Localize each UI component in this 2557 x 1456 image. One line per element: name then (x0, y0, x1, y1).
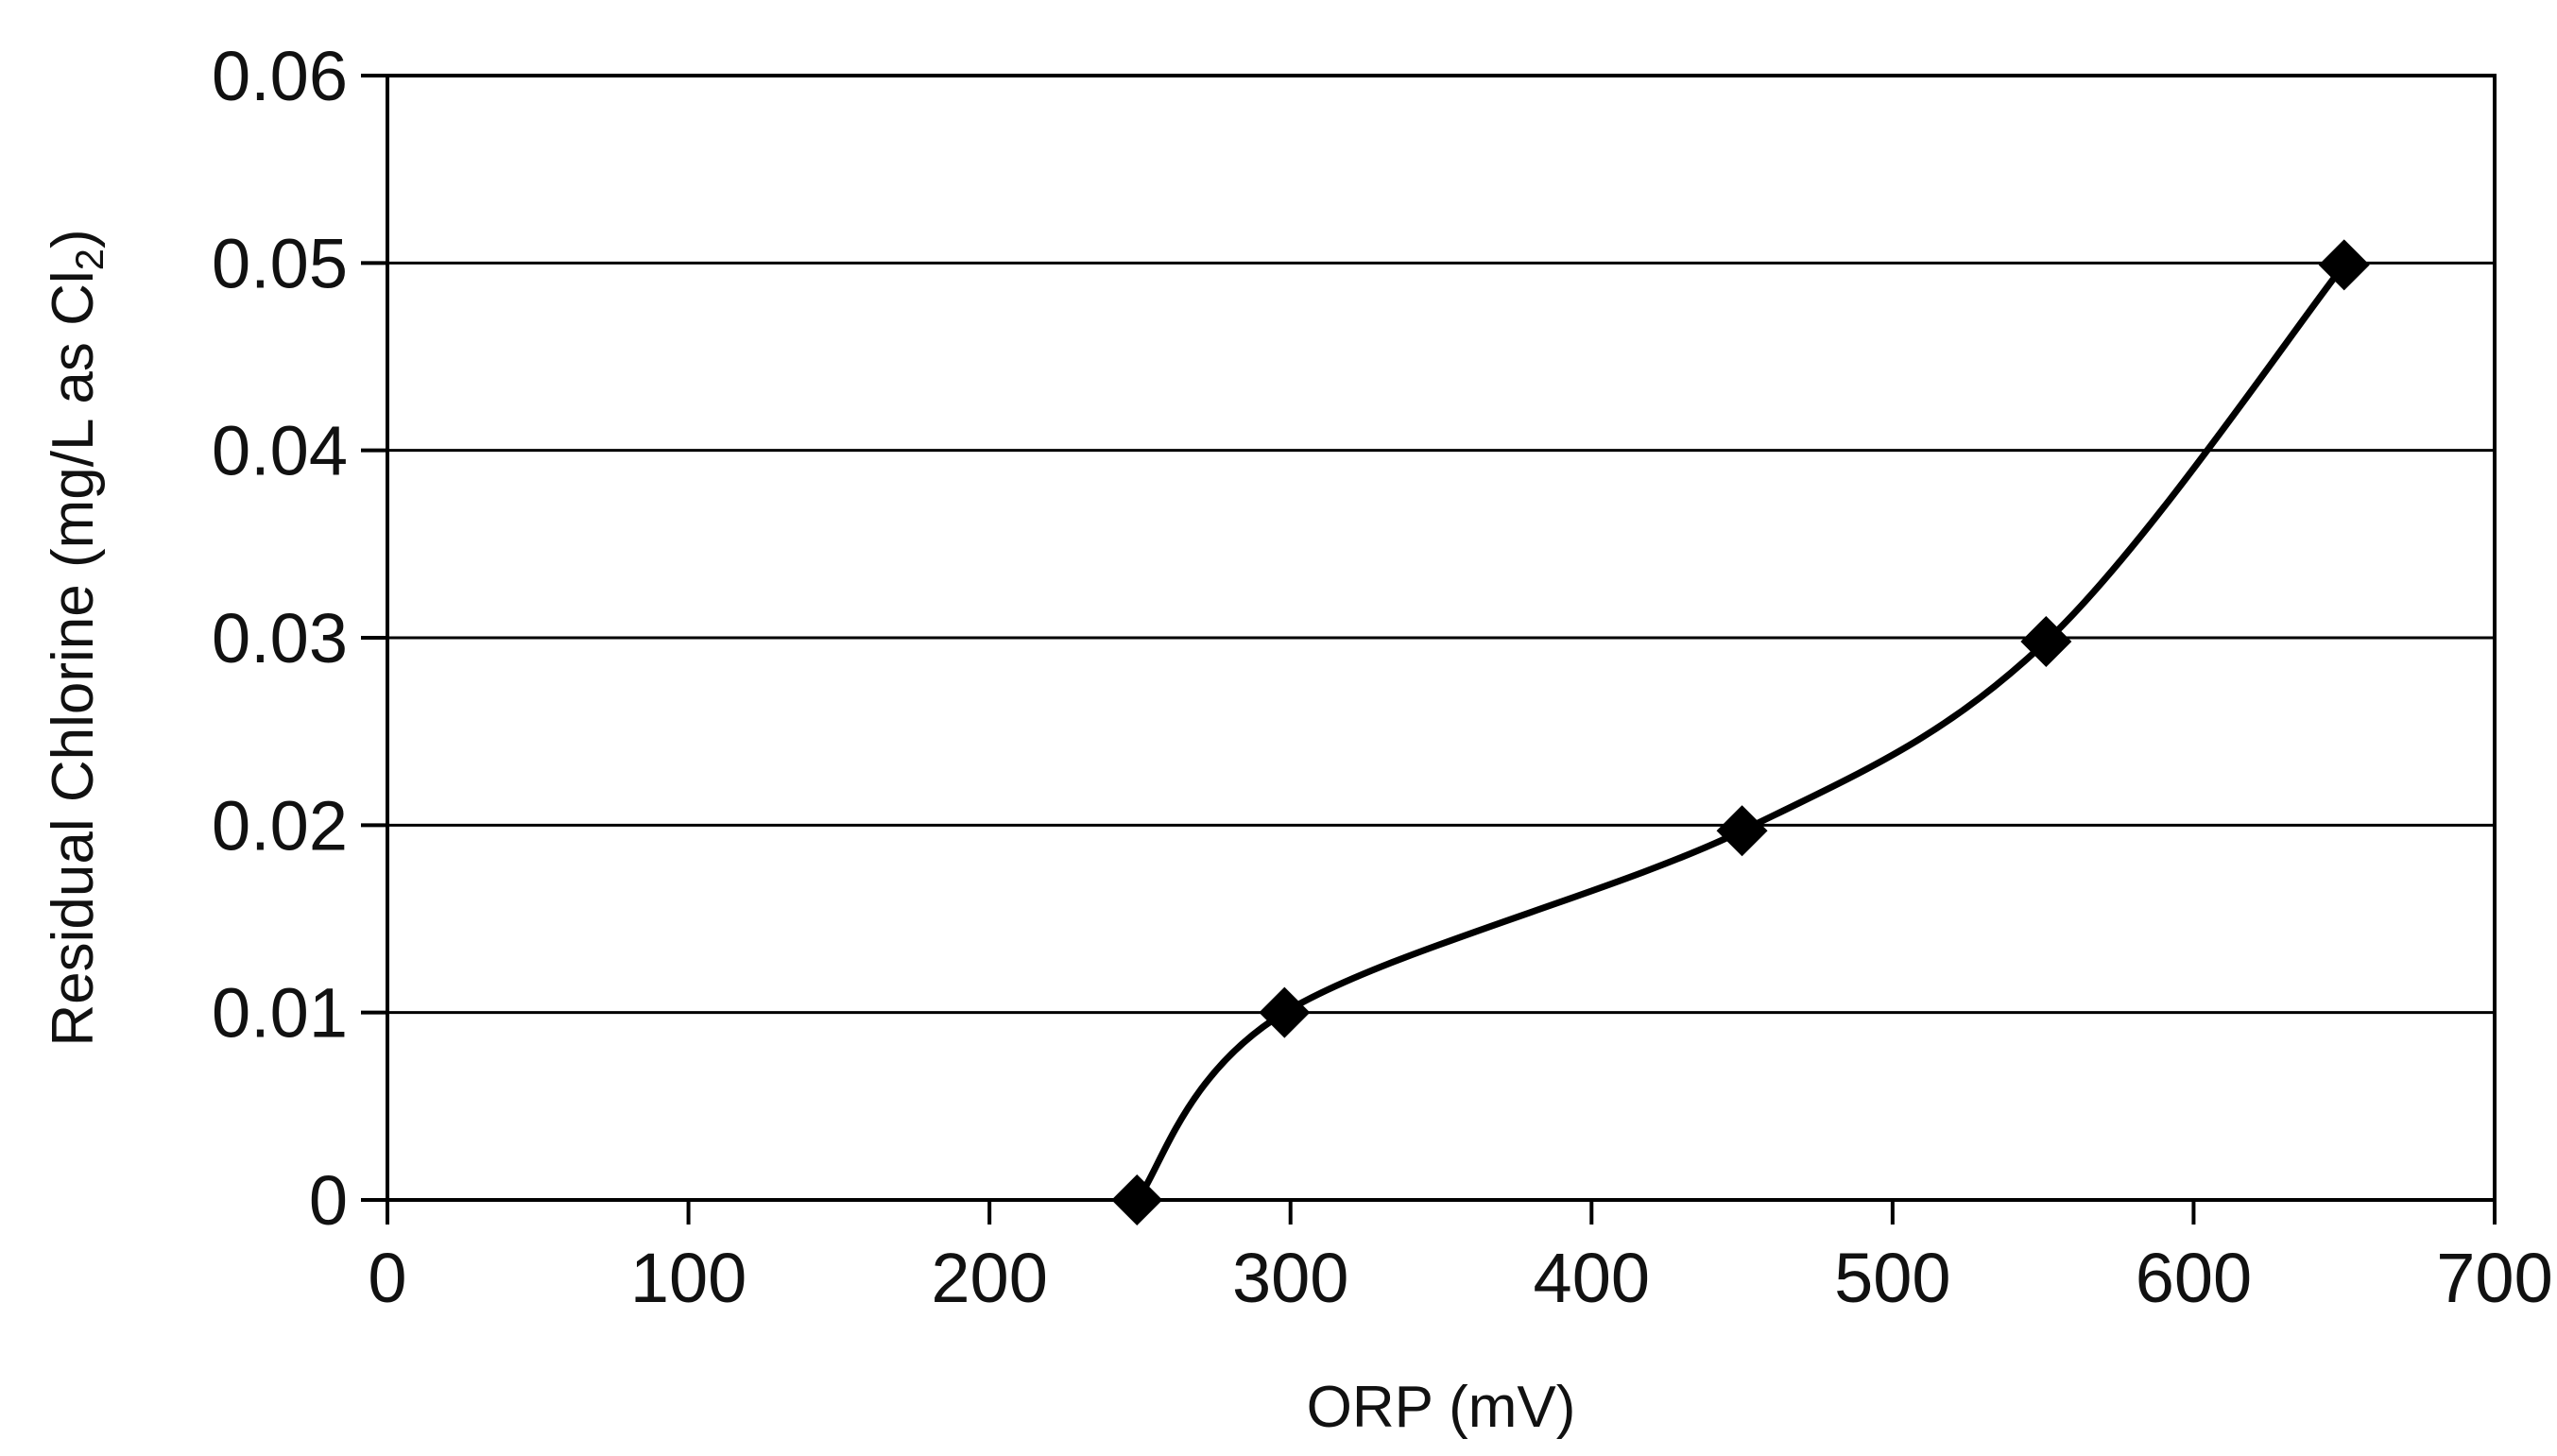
x-tick-label: 700 (2436, 1239, 2552, 1317)
y-tick-label: 0.01 (212, 974, 348, 1053)
data-point-diamond (1111, 1174, 1163, 1225)
y-tick-label: 0.05 (212, 224, 348, 302)
data-point-diamond (2318, 239, 2370, 291)
y-axis-title-subscript: 2 (67, 248, 112, 270)
grid-layer (387, 261, 2495, 1015)
x-tick-label: 200 (931, 1239, 1047, 1317)
x-tick-label: 500 (1834, 1239, 1950, 1317)
y-tick-label: 0.03 (212, 599, 348, 677)
data-point-diamond (1259, 986, 1311, 1038)
data-point-diamond (1716, 805, 1768, 857)
x-tick-label: 300 (1232, 1239, 1348, 1317)
data-point-diamond (2020, 615, 2072, 667)
y-tick-label: 0.04 (212, 412, 348, 490)
data-points (1111, 239, 2370, 1225)
x-axis-ticks: 0 100 200 300 400 500 600 700 (368, 1200, 2553, 1317)
y-axis-title: Residual Chlorine (mg/L as Cl2) (41, 229, 112, 1046)
y-tick-label: 0.06 (212, 37, 348, 115)
x-axis-title: ORP (mV) (1307, 1375, 1576, 1440)
y-tick-label: 0 (309, 1161, 348, 1240)
y-axis-ticks: 0 0.01 0.02 0.03 0.04 0.05 0.06 (212, 37, 387, 1240)
x-tick-label: 600 (2136, 1239, 2252, 1317)
y-axis-title-close: ) (41, 229, 106, 248)
x-tick-label: 0 (368, 1239, 406, 1317)
x-tick-label: 100 (630, 1239, 747, 1317)
y-axis-title-main: Residual Chlorine (mg/L as Cl (41, 270, 106, 1046)
x-tick-label: 400 (1534, 1239, 1650, 1317)
y-tick-label: 0.02 (212, 786, 348, 865)
